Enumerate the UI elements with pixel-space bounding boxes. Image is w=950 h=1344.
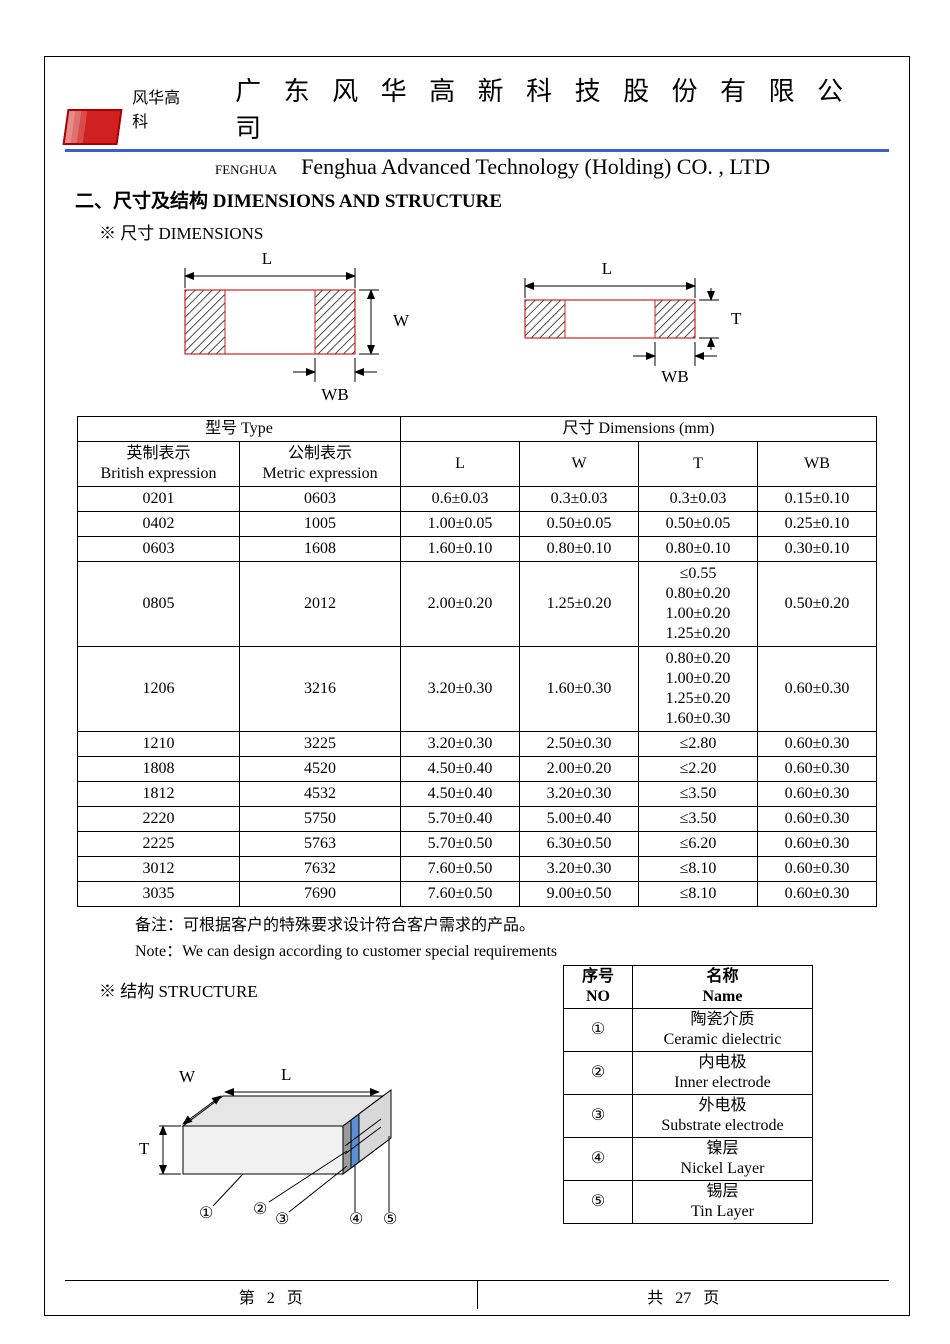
- diagram-side-view: L T WB: [485, 248, 775, 408]
- callout-4: ④: [349, 1211, 363, 1226]
- structure-table: 序号 NO 名称 Name ①陶瓷介质Ceramic dielectric②内电…: [563, 965, 813, 1224]
- struct-hdr-name: 名称 Name: [633, 966, 813, 1009]
- hdr-type: 型号 Type: [78, 417, 401, 442]
- col-WB: WB: [758, 442, 877, 487]
- callout-5: ⑤: [383, 1211, 397, 1226]
- header-divider: [65, 149, 889, 152]
- label3d-W: W: [179, 1067, 196, 1086]
- col-L: L: [401, 442, 520, 487]
- brand-name-cn: 风华高科: [132, 84, 195, 132]
- hdr-british: 英制表示 British expression: [78, 442, 240, 487]
- callout-2: ②: [253, 1201, 267, 1218]
- note-cn: 备注：可根据客户的特殊要求设计符合客户需求的产品。: [135, 911, 889, 935]
- dimensions-subtitle: ※ 尺寸 DIMENSIONS: [99, 219, 889, 244]
- table-row: ③外电极Substrate electrode: [564, 1095, 813, 1138]
- label-T: T: [731, 309, 742, 328]
- dimension-diagrams: L W WB L: [135, 248, 889, 408]
- callout-1: ①: [199, 1205, 213, 1222]
- header-sub: FENGHUA Fenghua Advanced Technology (Hol…: [65, 154, 889, 180]
- hdr-metric: 公制表示 Metric expression: [240, 442, 401, 487]
- footer-right: 共 27 页: [478, 1281, 890, 1309]
- brand-name-en: FENGHUA: [215, 162, 277, 178]
- table-row: 121032253.20±0.302.50±0.30≤2.800.60±0.30: [78, 732, 877, 757]
- label-L: L: [262, 249, 272, 268]
- label-WB: WB: [321, 385, 348, 404]
- table-row: 222557635.70±0.506.30±0.50≤6.200.60±0.30: [78, 832, 877, 857]
- table-row: 180845204.50±0.402.00±0.20≤2.200.60±0.30: [78, 757, 877, 782]
- struct-hdr-no: 序号 NO: [564, 966, 633, 1009]
- dimensions-table: 型号 Type 尺寸 Dimensions (mm) 英制表示 British …: [77, 416, 877, 907]
- diagram-top-view: L W WB: [135, 248, 425, 408]
- table-row: 222057505.70±0.405.00±0.40≤3.500.60±0.30: [78, 807, 877, 832]
- footer-left: 第 2 页: [65, 1281, 477, 1309]
- company-name-en: Fenghua Advanced Technology (Holding) CO…: [301, 154, 770, 180]
- table-row: 181245324.50±0.403.20±0.30≤3.500.60±0.30: [78, 782, 877, 807]
- table-row: 080520122.00±0.201.25±0.20≤0.550.80±0.20…: [78, 562, 877, 647]
- company-name-cn: 广 东 风 华 高 新 科 技 股 份 有 限 公 司: [235, 71, 889, 145]
- page-footer: 第 2 页 共 27 页: [65, 1280, 889, 1309]
- table-row: ①陶瓷介质Ceramic dielectric: [564, 1009, 813, 1052]
- label-L2: L: [602, 259, 612, 278]
- table-row: 040210051.00±0.050.50±0.050.50±0.050.25±…: [78, 512, 877, 537]
- label-W: W: [393, 311, 410, 330]
- header: 风华高科 广 东 风 华 高 新 科 技 股 份 有 限 公 司: [65, 71, 889, 145]
- note-en: Note：We can design according to customer…: [135, 937, 889, 961]
- table-row: ④镍层Nickel Layer: [564, 1138, 813, 1181]
- table-row: 120632163.20±0.301.60±0.300.80±0.201.00±…: [78, 647, 877, 732]
- callout-3: ③: [275, 1211, 289, 1226]
- section-title: 二、尺寸及结构 DIMENSIONS AND STRUCTURE: [75, 186, 889, 213]
- col-T: T: [639, 442, 758, 487]
- label-WB2: WB: [661, 367, 688, 386]
- label3d-T: T: [139, 1139, 150, 1158]
- table-row: 301276327.60±0.503.20±0.30≤8.100.60±0.30: [78, 857, 877, 882]
- structure-subtitle: ※ 结构 STRUCTURE: [99, 977, 453, 1002]
- label3d-L: L: [281, 1065, 291, 1084]
- col-W: W: [520, 442, 639, 487]
- diagram-structure-3d: W L T ① ② ③ ④: [93, 1006, 453, 1226]
- hdr-dims: 尺寸 Dimensions (mm): [401, 417, 877, 442]
- brand-logo: [62, 109, 122, 145]
- table-row: 020106030.6±0.030.3±0.030.3±0.030.15±0.1…: [78, 487, 877, 512]
- table-row: ②内电极Inner electrode: [564, 1052, 813, 1095]
- table-row: 303576907.60±0.509.00±0.50≤8.100.60±0.30: [78, 882, 877, 907]
- table-row: ⑤锡层Tin Layer: [564, 1181, 813, 1224]
- table-row: 060316081.60±0.100.80±0.100.80±0.100.30±…: [78, 537, 877, 562]
